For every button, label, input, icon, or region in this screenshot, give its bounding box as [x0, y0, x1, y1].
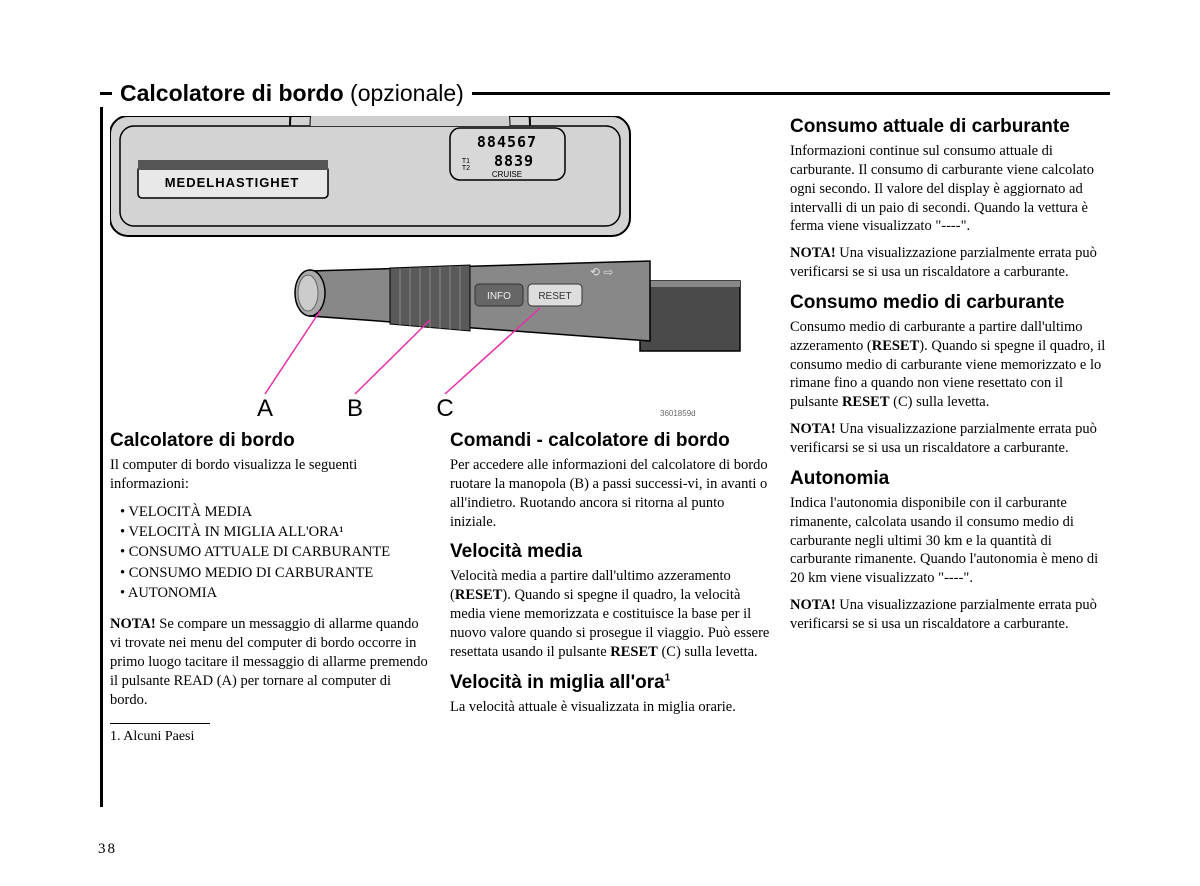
column-1: Calcolatore di bordo Il computer di bord…	[110, 430, 430, 755]
text-intro: Il computer di bordo visualizza le segue…	[110, 456, 430, 494]
list-item: CONSUMO MEDIO DI CARBURANTE	[120, 563, 430, 583]
svg-text:RESET: RESET	[538, 291, 571, 302]
svg-text:A: A	[257, 395, 273, 422]
header-rule-left	[100, 92, 112, 95]
column-3-spacer	[790, 430, 1110, 755]
nota-calcolatore: NOTA! Se compare un messaggio di allarme…	[110, 615, 430, 709]
heading-velocita-media: Velocità media	[450, 541, 770, 563]
footnote-rule	[110, 723, 210, 724]
info-list: VELOCITÀ MEDIA VELOCITÀ IN MIGLIA ALL'OR…	[120, 502, 430, 603]
text-velocita-media: Velocità media a partire dall'ultimo azz…	[450, 567, 770, 661]
svg-text:CRUISE: CRUISE	[492, 170, 522, 179]
heading-consumo-attuale: Consumo attuale di carburante	[790, 116, 1110, 138]
title-bold: Calcolatore di bordo	[120, 80, 344, 106]
list-item: AUTONOMIA	[120, 583, 430, 603]
nota-text: Se compare un messaggio di allarme quand…	[110, 616, 428, 707]
nota-label: NOTA!	[790, 245, 836, 261]
list-item: CONSUMO ATTUALE DI CARBURANTE	[120, 542, 430, 562]
text-velocita-miglia: La velocità attuale è visualizzata in mi…	[450, 698, 770, 717]
svg-text:T2: T2	[462, 165, 470, 172]
header-rule-right	[472, 92, 1110, 95]
nota-label: NOTA!	[110, 616, 156, 632]
column-2: Comandi - calcolatore di bordo Per acced…	[450, 430, 770, 755]
nota-text: Una visualizzazione parzialmente errata …	[790, 245, 1097, 280]
list-item: VELOCITÀ MEDIA	[120, 502, 430, 522]
vertical-divider	[100, 107, 103, 807]
heading-calcolatore: Calcolatore di bordo	[110, 430, 430, 452]
page-number: 38	[98, 841, 117, 858]
svg-text:T1: T1	[462, 158, 470, 165]
heading-comandi: Comandi - calcolatore di bordo	[450, 430, 770, 452]
page-title: Calcolatore di bordo (opzionale)	[120, 80, 464, 107]
svg-text:C: C	[436, 395, 453, 422]
list-item: VELOCITÀ IN MIGLIA ALL'ORA¹	[120, 522, 430, 542]
svg-text:8839: 8839	[494, 152, 534, 170]
heading-velocita-miglia: Velocità in miglia all'ora1	[450, 672, 770, 694]
display-text: MEDELHASTIGHET	[165, 175, 300, 190]
svg-text:B: B	[347, 395, 363, 422]
lower-columns: Calcolatore di bordo Il computer di bord…	[110, 430, 1110, 755]
svg-text:INFO: INFO	[487, 291, 511, 302]
nota-consumo-attuale: NOTA! Una visualizzazione parzialmente e…	[790, 244, 1110, 282]
text-comandi: Per accedere alle informazioni del calco…	[450, 456, 770, 531]
title-optional: (opzionale)	[344, 80, 464, 106]
text-consumo-medio: Consumo medio di carburante a partire da…	[790, 318, 1110, 412]
svg-text:⟲ ⇨: ⟲ ⇨	[590, 265, 613, 279]
svg-text:3601859d: 3601859d	[660, 409, 696, 418]
text-consumo-attuale: Informazioni continue sul consumo attual…	[790, 142, 1110, 236]
trip-computer-figure: MEDELHASTIGHET 884567 T1 T2 8839 CRUISE	[110, 116, 790, 426]
footnote: 1. Alcuni Paesi	[110, 728, 430, 746]
svg-text:884567: 884567	[477, 133, 537, 151]
page-header: Calcolatore di bordo (opzionale)	[100, 80, 1110, 107]
heading-consumo-medio: Consumo medio di carburante	[790, 292, 1110, 314]
